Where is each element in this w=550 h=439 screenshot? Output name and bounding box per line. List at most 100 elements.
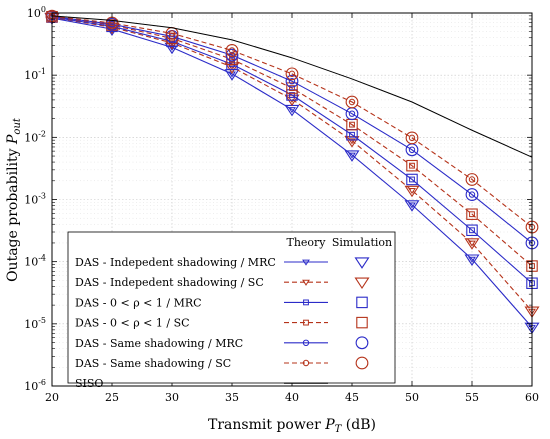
simulation-marker <box>406 159 418 172</box>
series-line <box>51 17 533 328</box>
theory-marker <box>228 64 236 71</box>
simulation-marker <box>465 173 479 186</box>
legend-entry-label: DAS - 0 < ρ < 1 / MRC <box>75 296 202 309</box>
x-tick-label: 45 <box>345 391 359 404</box>
theory-marker <box>409 162 415 169</box>
legend-header-theory: Theory <box>286 236 326 249</box>
y-tick-label: 10-5 <box>24 316 46 331</box>
series-line <box>51 16 533 312</box>
y-tick-label: 10-1 <box>24 67 46 82</box>
y-tick-label: 10-4 <box>24 254 46 269</box>
legend-theory-marker <box>303 319 309 326</box>
y-tick-label: 10-3 <box>24 192 46 207</box>
series-lines <box>44 9 540 335</box>
simulation-marker <box>225 44 239 57</box>
simulation-marker <box>464 238 480 250</box>
simulation-marker <box>406 173 418 186</box>
legend-entry-label: DAS - Same shadowing / MRC <box>75 337 243 350</box>
legend-entry-label: SISO <box>75 377 103 390</box>
theory-marker <box>289 85 295 91</box>
legend-theory-marker <box>303 299 309 306</box>
x-tick-label: 20 <box>45 391 59 404</box>
legend-entry-label: DAS - 0 < ρ < 1 / SC <box>75 317 190 330</box>
theory-marker <box>468 191 476 198</box>
theory-marker <box>408 188 416 195</box>
simulation-marker <box>405 131 419 145</box>
theory-marker <box>468 256 476 263</box>
theory-marker <box>408 146 416 154</box>
simulation-marker <box>224 62 240 74</box>
simulation-marker <box>285 74 299 88</box>
series-line <box>51 15 533 158</box>
legend-theory-marker <box>302 359 310 367</box>
x-tick-label: 40 <box>285 391 299 404</box>
legend-entry-label: DAS - Indepedent shadowing / MRC <box>75 256 276 269</box>
simulation-marker <box>464 254 480 266</box>
legend-theory-marker <box>302 279 310 286</box>
x-tick-label: 30 <box>165 391 179 404</box>
theory-marker <box>229 56 235 63</box>
x-tick-label: 35 <box>225 391 239 404</box>
legend-simulation-marker <box>355 336 369 350</box>
legend-box <box>67 231 396 384</box>
simulation-marker <box>285 67 299 81</box>
legend-theory-marker <box>302 339 310 346</box>
x-tick-label: 60 <box>525 391 539 404</box>
simulation-marker <box>286 82 298 94</box>
y-tick-label: 10-2 <box>24 129 46 144</box>
series-line <box>51 15 533 228</box>
simulation-marker <box>286 89 298 101</box>
theory-marker <box>408 134 416 142</box>
simulation-marker <box>404 185 420 198</box>
theory-marker <box>288 70 296 78</box>
theory-marker <box>228 47 236 54</box>
theory-marker <box>348 98 356 106</box>
y-tick-label: 100 <box>27 5 46 20</box>
y-axis-label: Outage probability Pout <box>5 117 23 282</box>
theory-marker <box>469 211 475 218</box>
theory-marker <box>469 227 475 234</box>
legend: Theory Simulation DAS - Indepedent shado… <box>67 231 396 390</box>
theory-marker <box>288 77 296 85</box>
simulation-marker <box>344 150 360 162</box>
legend-entry-label: DAS - Indepedent shadowing / SC <box>75 276 264 289</box>
theory-marker <box>348 152 356 159</box>
simulation-marker <box>226 53 238 66</box>
legend-simulation-marker <box>355 356 369 370</box>
simulation-marker <box>466 224 478 237</box>
theory-marker <box>289 92 295 98</box>
x-tick-label: 25 <box>105 391 119 404</box>
theory-marker <box>168 30 176 37</box>
grid <box>52 13 532 386</box>
theory-marker <box>409 176 415 183</box>
axis-ticks: 20 25 30 35 40 45 50 55 60 100 10-1 10-2 10-3 10-4 10-… <box>24 5 539 404</box>
theory-marker <box>348 138 356 145</box>
legend-simulation-marker <box>356 316 368 329</box>
legend-header-simulation: Simulation <box>332 236 392 249</box>
legend-simulation-marker <box>356 296 368 309</box>
theory-marker <box>468 176 476 183</box>
legend-simulation-marker <box>354 257 370 269</box>
simulation-marker <box>404 200 420 212</box>
theory-marker <box>408 202 416 209</box>
series-line <box>51 16 533 284</box>
theory-marker <box>288 107 296 114</box>
theory-marker <box>349 121 355 128</box>
simulation-marker <box>465 188 479 201</box>
theory-marker <box>348 110 356 117</box>
series-line <box>51 16 533 267</box>
theory-marker <box>468 240 476 247</box>
simulation-marker <box>225 48 239 62</box>
legend-simulation-marker <box>354 277 370 290</box>
legend-entry-label: DAS - Same shadowing / SC <box>75 357 231 370</box>
legend-theory-marker <box>302 259 310 266</box>
x-tick-label: 50 <box>405 391 419 404</box>
theory-marker <box>349 131 355 138</box>
simulation-marker <box>466 208 478 220</box>
x-tick-label: 55 <box>465 391 479 404</box>
series-line <box>51 15 533 244</box>
x-axis-label: Transmit power PT (dB) <box>208 417 376 435</box>
simulation-marker <box>345 95 359 109</box>
y-tick-label: 10-6 <box>24 378 46 393</box>
